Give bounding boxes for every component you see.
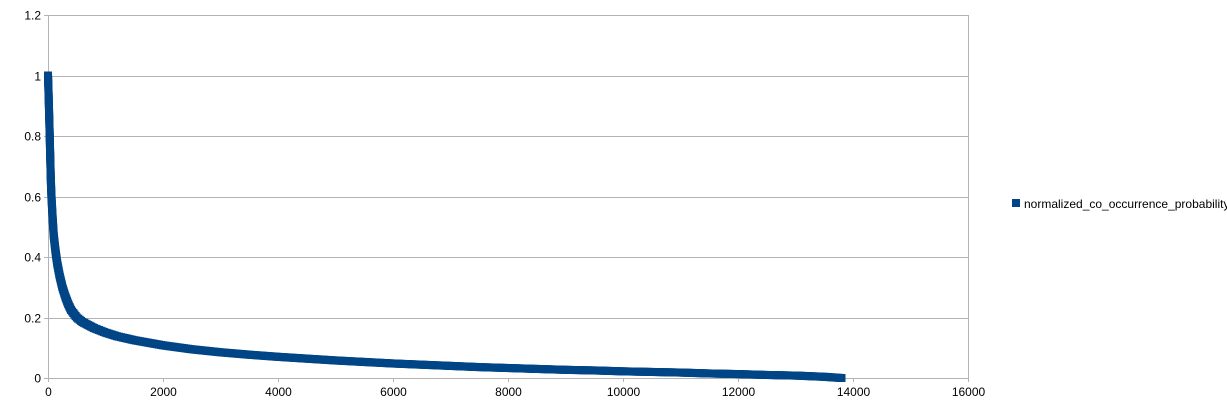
x-tick-label: 0 xyxy=(45,385,52,399)
x-tick-label: 16000 xyxy=(952,385,986,399)
y-tick-label: 0.2 xyxy=(24,312,41,326)
x-tick-label: 4000 xyxy=(265,385,292,399)
y-tick-label: 0.6 xyxy=(24,191,41,205)
x-tick-label: 14000 xyxy=(837,385,871,399)
y-tick-label: 0.4 xyxy=(24,251,41,265)
axes xyxy=(44,15,969,382)
x-tick-label: 6000 xyxy=(380,385,407,399)
x-tick-label: 10000 xyxy=(607,385,641,399)
y-tick-label: 0 xyxy=(34,372,41,386)
y-tick-label: 1.2 xyxy=(24,9,41,23)
legend: normalized_co_occurrence_probability xyxy=(1012,197,1227,211)
x-tick-label: 12000 xyxy=(722,385,756,399)
y-tick-label: 0.8 xyxy=(24,130,41,144)
x-tick-label: 2000 xyxy=(150,385,177,399)
data-points xyxy=(44,71,846,382)
legend-label: normalized_co_occurrence_probability xyxy=(1024,197,1227,211)
y-tick-label: 1 xyxy=(34,70,41,84)
data-point xyxy=(837,374,846,382)
x-tick-label: 8000 xyxy=(495,385,522,399)
gridlines xyxy=(48,15,968,379)
x-tick-labels: 0 2000 4000 6000 8000 10000 12000 14000 16000 xyxy=(45,385,985,399)
y-tick-labels: 0 0.2 0.4 0.6 0.8 1 1.2 xyxy=(24,9,41,386)
legend-swatch xyxy=(1012,199,1020,207)
